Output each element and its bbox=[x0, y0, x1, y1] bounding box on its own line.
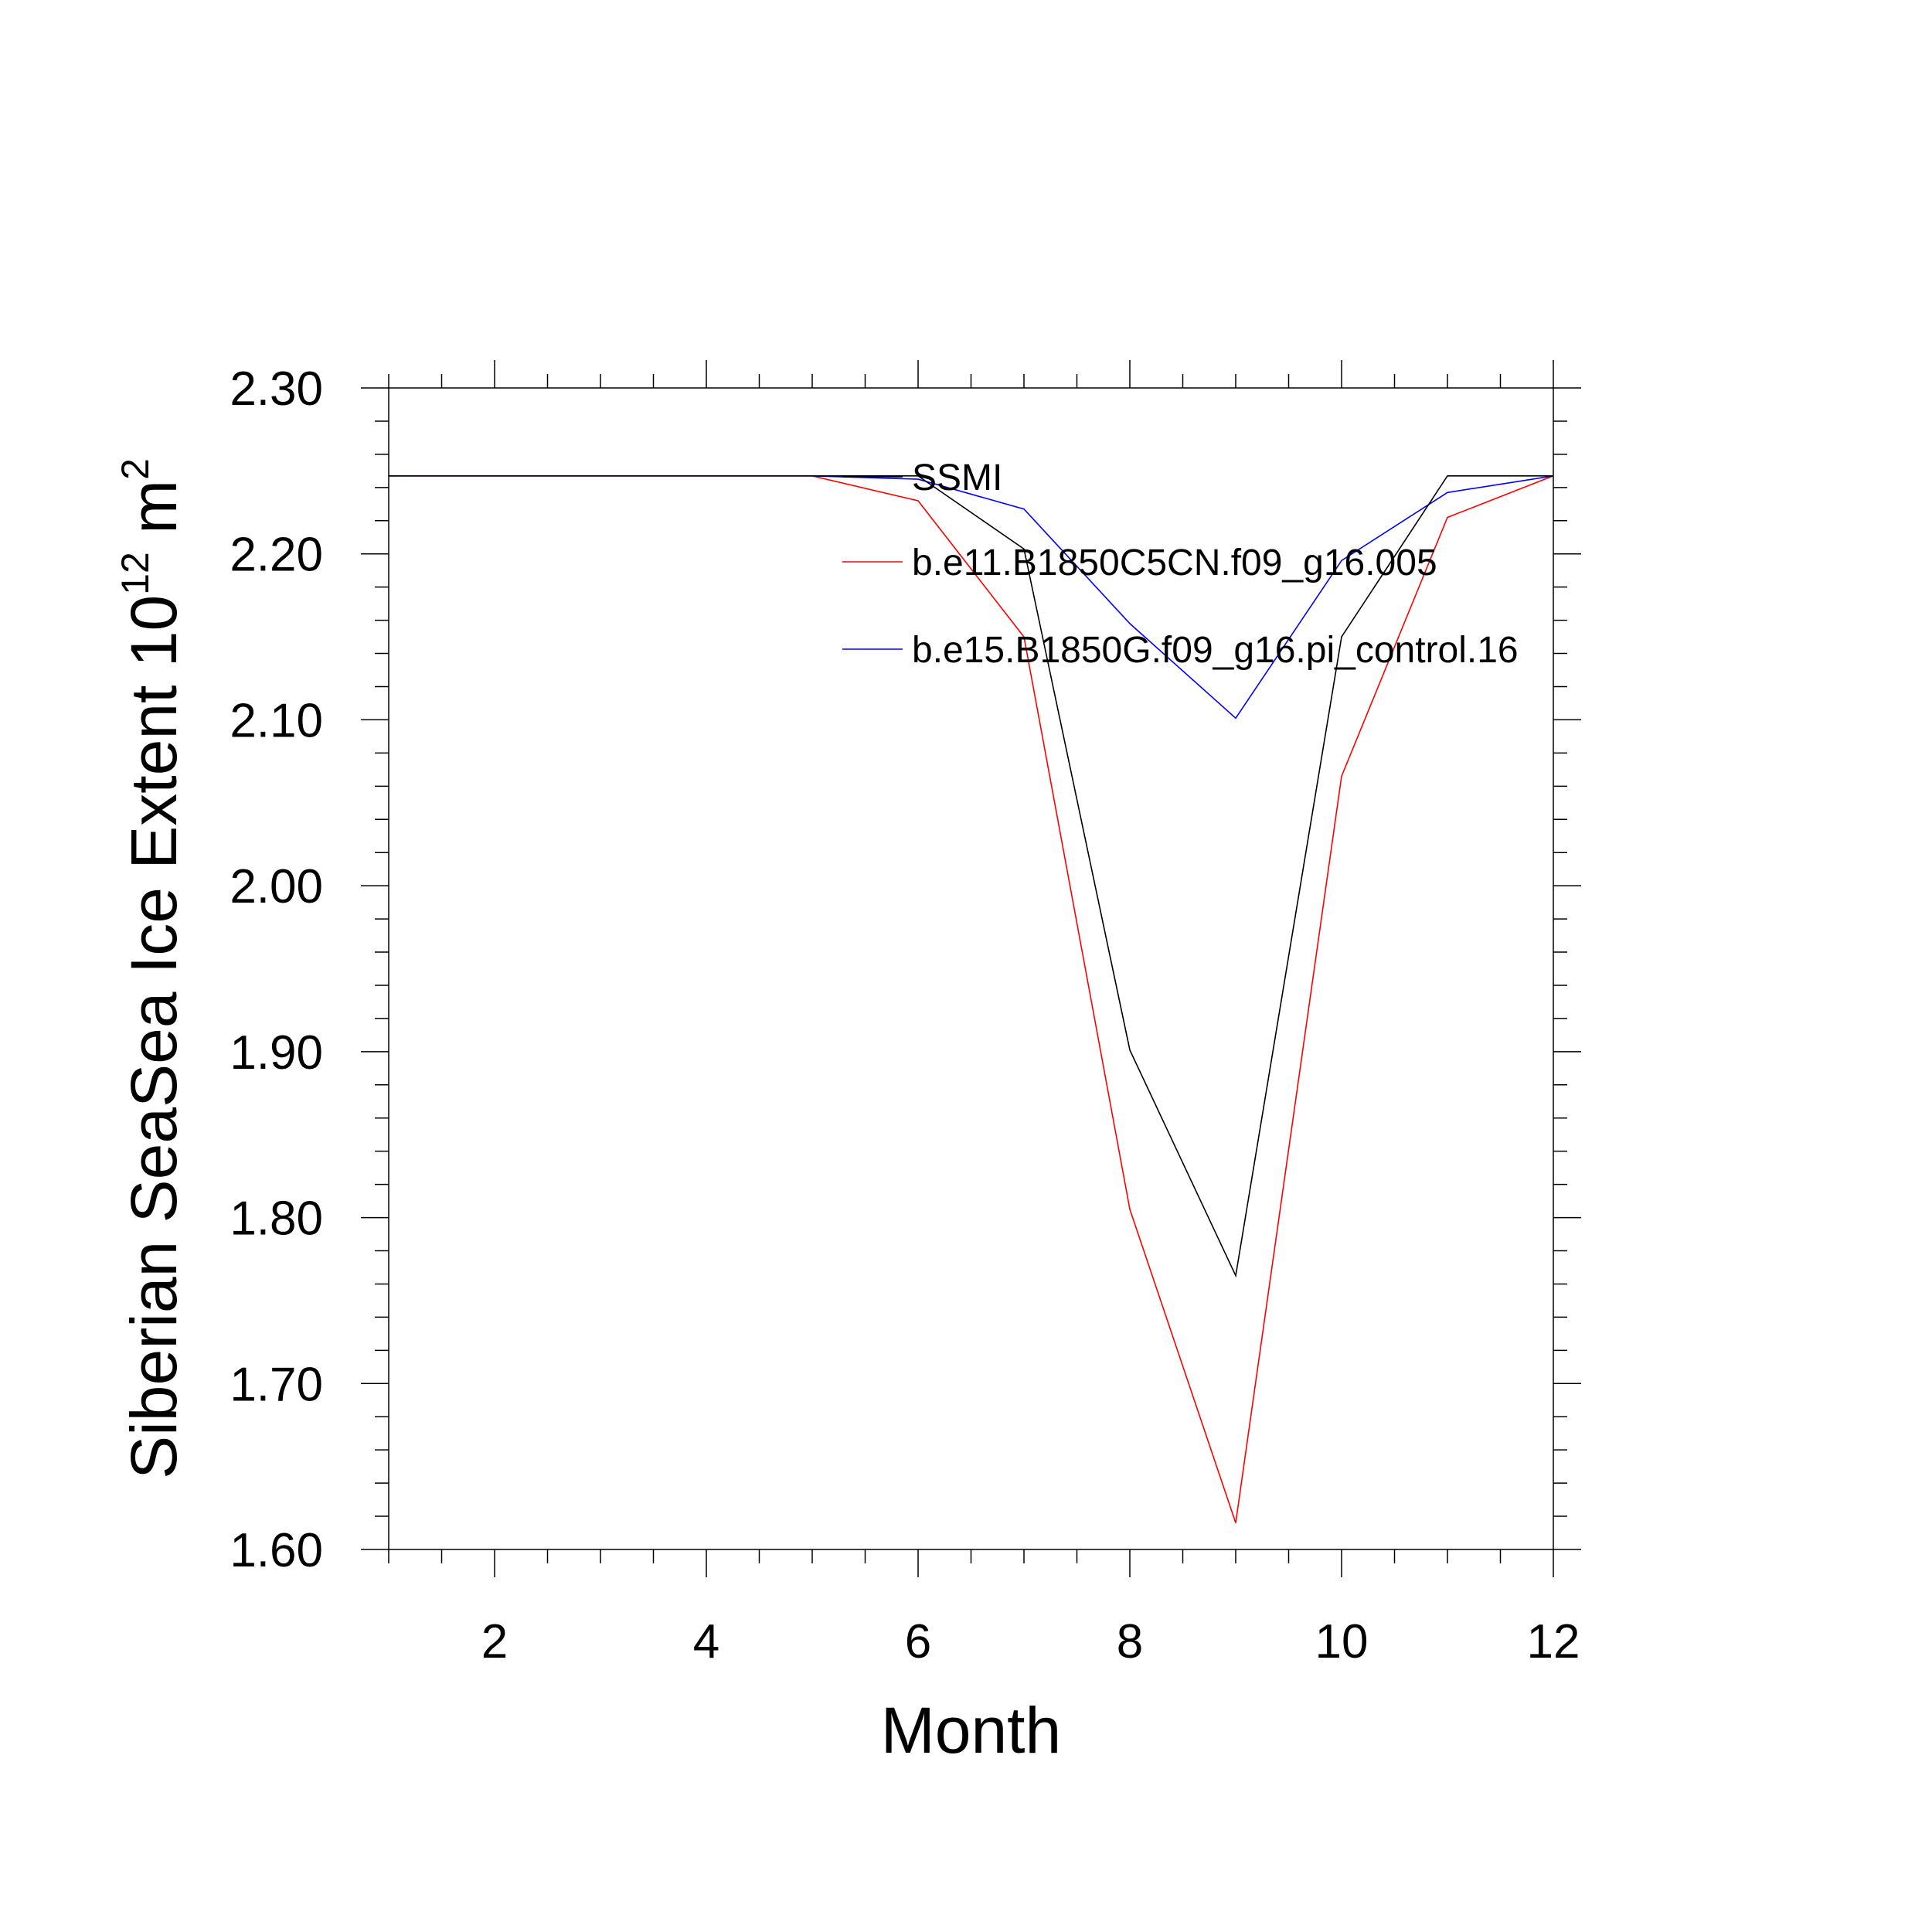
legend: SSMI b.e11.B1850C5CN.f09_g16.005 b.e15.B18… bbox=[842, 457, 1519, 671]
plot-frame bbox=[388, 387, 1554, 1550]
y-tick-label-1-60: 1.60 bbox=[230, 1524, 323, 1577]
y-axis-title-prefix: Siberian SeaSea Ice Extent 10 bbox=[117, 595, 190, 1479]
y-tick-label-2-30: 2.30 bbox=[230, 362, 323, 416]
legend-label-2: b.e15.B1850G.f09_g16.pi_control.16 bbox=[912, 630, 1519, 671]
x-tick-label-6: 6 bbox=[905, 1615, 931, 1668]
series-line-0 bbox=[389, 474, 1553, 1278]
series-lines bbox=[389, 474, 1554, 1523]
y-tick-label-1-80: 1.80 bbox=[230, 1192, 323, 1246]
y-tick-label-2-10: 2.10 bbox=[230, 694, 323, 747]
y-tick-label-1-90: 1.90 bbox=[230, 1026, 323, 1080]
y-axis-title-unit: m bbox=[117, 480, 190, 552]
legend-label-0: SSMI bbox=[912, 457, 1002, 498]
x-tick-label-4: 4 bbox=[693, 1615, 719, 1668]
y-tick-labels: 1.60 1.70 1.80 1.90 2.00 2.10 2.20 2.30 bbox=[230, 362, 323, 1577]
y-tick-label-1-70: 1.70 bbox=[230, 1358, 323, 1411]
x-tick-label-10: 10 bbox=[1315, 1615, 1369, 1668]
y-axis-title-exponent-1: 12 bbox=[114, 552, 157, 595]
x-tick-label-8: 8 bbox=[1117, 1615, 1143, 1668]
minor-ticks bbox=[375, 374, 1567, 1563]
major-ticks bbox=[361, 360, 1581, 1577]
y-axis-title-exponent-2: 2 bbox=[114, 458, 157, 480]
x-tick-label-2: 2 bbox=[481, 1615, 508, 1668]
y-tick-label-2-20: 2.20 bbox=[230, 529, 323, 582]
x-tick-labels: 2 4 6 8 10 12 bbox=[481, 1615, 1580, 1668]
y-axis-title: Siberian SeaSea Ice Extent 1012 m2 bbox=[114, 458, 190, 1479]
x-tick-label-12: 12 bbox=[1527, 1615, 1580, 1668]
y-tick-label-2-00: 2.00 bbox=[230, 860, 323, 913]
x-axis-title: Month bbox=[881, 1694, 1061, 1767]
legend-label-1: b.e11.B1850C5CN.f09_g16.005 bbox=[912, 543, 1437, 583]
